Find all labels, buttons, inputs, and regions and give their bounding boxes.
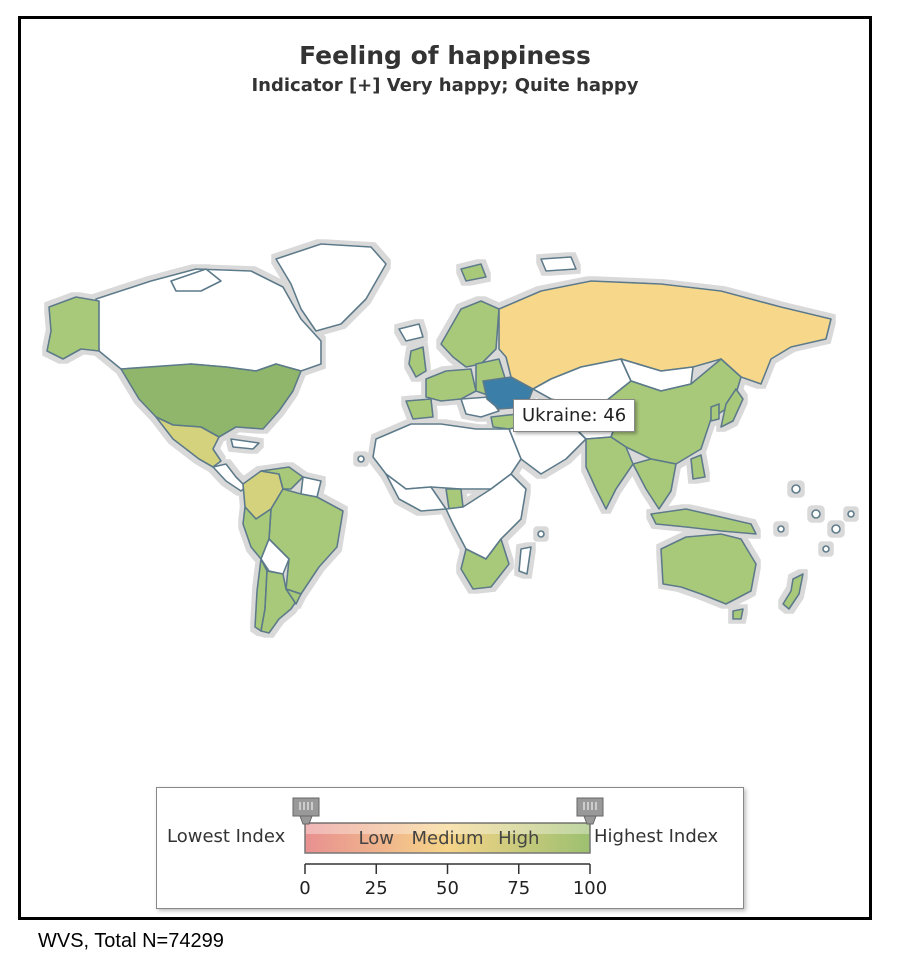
central-africa[interactable] bbox=[445, 473, 527, 560]
australia[interactable] bbox=[660, 533, 757, 605]
united-states[interactable] bbox=[120, 363, 302, 438]
legend-tick-label: 100 bbox=[573, 878, 607, 899]
pacific-island[interactable] bbox=[791, 484, 801, 494]
siberian-islands[interactable] bbox=[540, 256, 577, 272]
pacific-island[interactable] bbox=[831, 524, 841, 534]
philippines[interactable] bbox=[690, 454, 706, 480]
north-africa[interactable] bbox=[372, 423, 522, 490]
south-africa[interactable] bbox=[460, 538, 510, 590]
india[interactable] bbox=[585, 436, 634, 510]
legend-band-medium: Medium bbox=[412, 828, 484, 849]
world-map[interactable] bbox=[21, 19, 869, 779]
legend-tick-label: 50 bbox=[436, 878, 459, 899]
southeast-asia[interactable] bbox=[632, 458, 677, 510]
alaska[interactable] bbox=[46, 296, 100, 360]
korea[interactable] bbox=[710, 403, 720, 422]
pacific-island[interactable] bbox=[777, 525, 785, 533]
pacific-island[interactable] bbox=[822, 545, 830, 553]
argentina[interactable] bbox=[260, 570, 302, 634]
legend-tick-label: 0 bbox=[299, 878, 310, 899]
source-note: WVS, Total N=74299 bbox=[38, 930, 224, 952]
legend-panel: Lowest Index Highest Index bbox=[156, 787, 744, 909]
legend-gradient-gloss bbox=[306, 824, 589, 834]
arctic-islands[interactable] bbox=[170, 268, 222, 292]
pacific-island[interactable] bbox=[847, 510, 855, 518]
chart-frame: Feeling of happiness Indicator [+] Very … bbox=[18, 16, 872, 920]
venezuela[interactable] bbox=[260, 466, 304, 490]
united-kingdom[interactable] bbox=[408, 346, 427, 378]
pacific-island[interactable] bbox=[811, 509, 821, 519]
new-zealand[interactable] bbox=[782, 573, 804, 610]
legend-band-low: Low bbox=[359, 828, 394, 849]
spain[interactable] bbox=[405, 398, 434, 420]
mexico[interactable] bbox=[155, 416, 222, 468]
legend-gradient-bar bbox=[304, 822, 591, 854]
legend-tick-label: 75 bbox=[507, 878, 530, 899]
indonesia[interactable] bbox=[650, 508, 757, 535]
japan[interactable] bbox=[720, 388, 744, 428]
country-tooltip: Ukraine: 46 bbox=[513, 399, 636, 432]
caribbean[interactable] bbox=[230, 438, 260, 450]
legend-lowest-label: Lowest Index bbox=[167, 826, 286, 847]
central-america[interactable] bbox=[212, 463, 247, 492]
legend-scale: Low Medium High 0 25 50 75 100 bbox=[292, 797, 607, 899]
greenland[interactable] bbox=[275, 243, 387, 332]
chart-title: Feeling of happiness bbox=[299, 41, 591, 70]
indian-ocean-island[interactable] bbox=[537, 530, 545, 538]
chart-subtitle: Indicator [+] Very happy; Quite happy bbox=[251, 75, 639, 96]
legend-highest-label: Highest Index bbox=[594, 826, 719, 847]
legend-min-handle[interactable] bbox=[292, 797, 320, 825]
svalbard[interactable] bbox=[460, 263, 487, 282]
legend-max-handle[interactable] bbox=[576, 797, 604, 825]
scandinavia[interactable] bbox=[440, 300, 500, 368]
western-europe[interactable] bbox=[425, 368, 477, 402]
tasmania[interactable] bbox=[732, 608, 744, 620]
uruguay[interactable] bbox=[285, 588, 302, 605]
madagascar[interactable] bbox=[518, 546, 532, 575]
legend-band-high: High bbox=[498, 828, 539, 849]
atlantic-island[interactable] bbox=[357, 455, 365, 463]
legend-tick-label: 25 bbox=[365, 878, 388, 899]
iceland[interactable] bbox=[398, 323, 424, 342]
nigeria[interactable] bbox=[445, 488, 464, 510]
